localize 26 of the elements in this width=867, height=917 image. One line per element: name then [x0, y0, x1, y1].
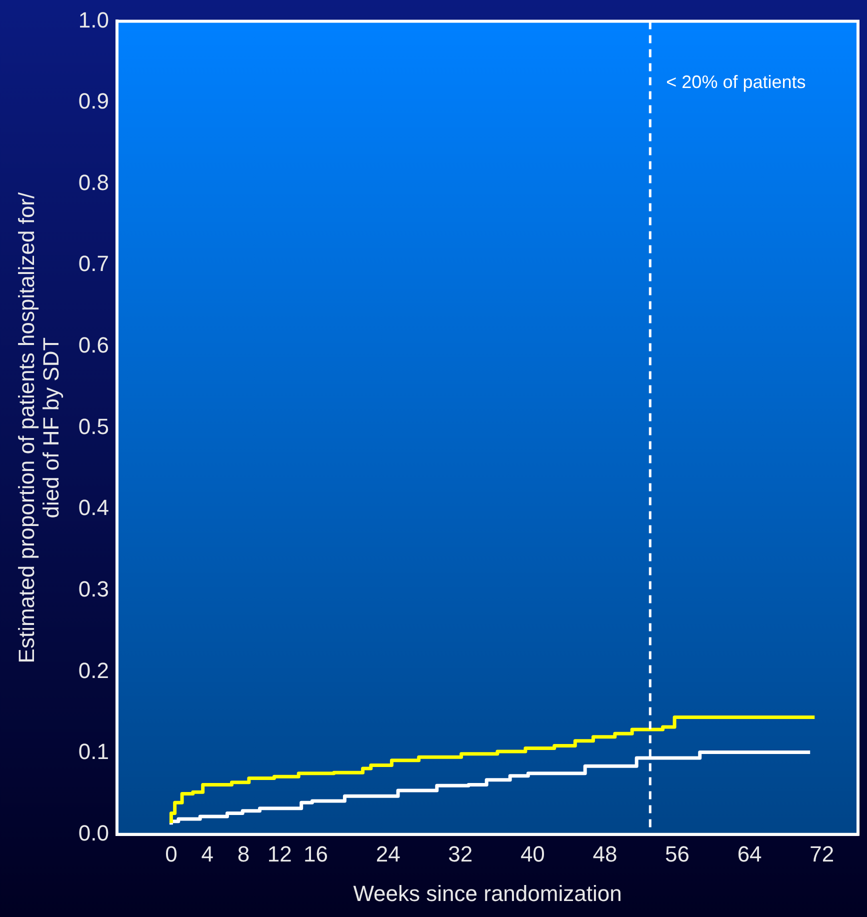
x-tick-label: 8 — [237, 842, 250, 867]
x-tick-label: 72 — [810, 842, 834, 867]
y-tick-label: 0.3 — [78, 576, 109, 602]
y-axis-title: Estimated proportion of patients hospitalized for/ died of HF by SDT — [14, 192, 64, 664]
y-tick-label: 0.8 — [78, 170, 109, 195]
y-tick-label: 0.5 — [78, 414, 109, 439]
y-tick-label: 0.2 — [78, 658, 109, 683]
y-tick-label: 0.9 — [78, 88, 109, 114]
x-tick-label: 16 — [304, 842, 328, 867]
y-tick-label: 0.1 — [78, 739, 109, 764]
x-tick-label: 32 — [448, 842, 473, 867]
y-tick-label: 1.0 — [78, 7, 109, 32]
x-tick-label: 4 — [201, 842, 214, 867]
y-tick-label: 0.6 — [78, 332, 109, 358]
x-tick-label: 48 — [592, 842, 618, 867]
y-tick-label: 0.7 — [78, 251, 109, 276]
x-tick-label: 0 — [165, 842, 178, 867]
x-tick-label: 64 — [737, 842, 762, 867]
x-tick-label: 56 — [665, 842, 690, 867]
y-tick-label: 0.4 — [78, 495, 109, 520]
x-tick-label: 40 — [520, 842, 545, 867]
ref-line-label: < 20% of patients — [666, 72, 806, 92]
x-tick-label: 12 — [267, 842, 292, 867]
x-axis-title: Weeks since randomization — [353, 880, 622, 906]
x-tick-label: 24 — [376, 842, 400, 867]
y-tick-label: 0.0 — [78, 820, 109, 846]
